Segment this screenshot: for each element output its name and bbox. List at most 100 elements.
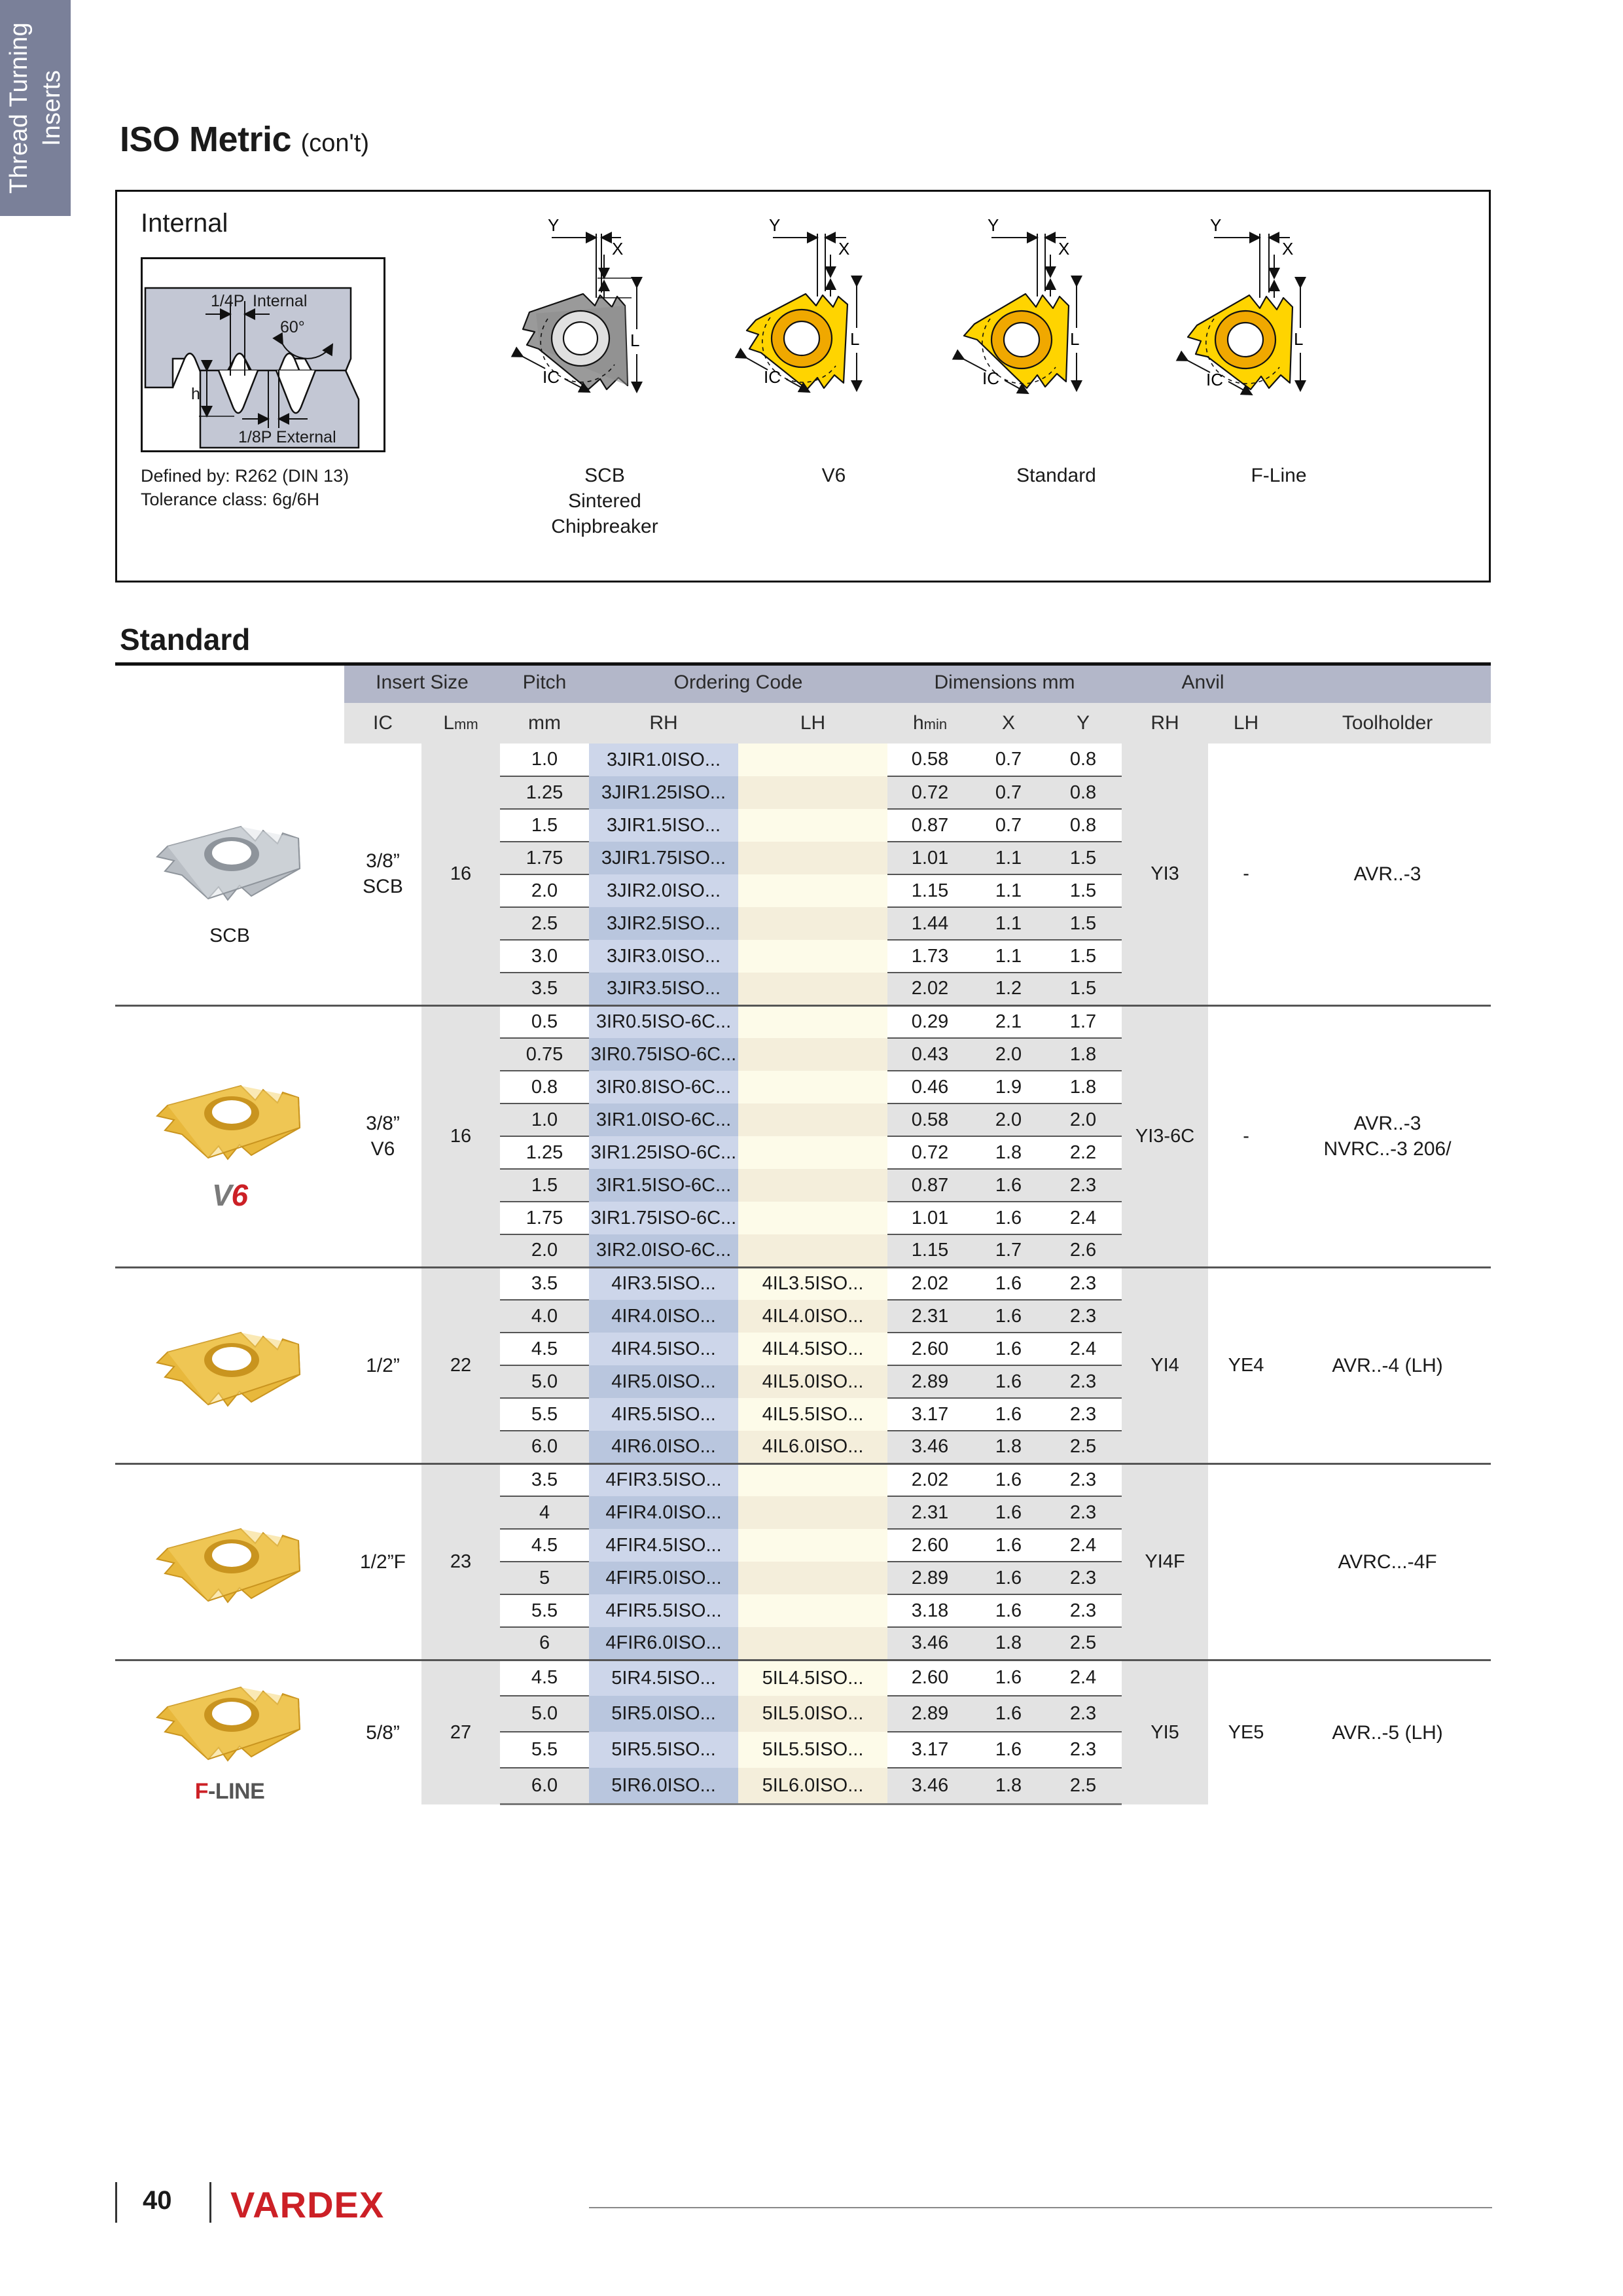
cell-pitch: 3.0 <box>500 940 590 973</box>
cell-pitch: 4.5 <box>500 1529 590 1562</box>
cell-pitch: 1.25 <box>500 776 590 810</box>
table-row: 1/2” 22 3.5 4IR3.5ISO... 4IL3.5ISO... 2.02 1.6… <box>115 1266 1491 1463</box>
cell-anvil-lh <box>1208 1462 1285 1660</box>
cell-ordering-code-rh: 3IR1.0ISO-6C... <box>589 1103 739 1136</box>
table-row: 3.5 3JIR3.5ISO... 2.02 1.2 1.5 <box>115 973 1491 1005</box>
dim-label-l: L <box>1070 329 1079 349</box>
table-row: 5.5 5IR5.5ISO... 5IL5.5ISO... 3.17 1.6 2.3 <box>115 1732 1491 1769</box>
table-row: 1.25 3JIR1.25ISO... 0.72 0.7 0.8 <box>115 776 1491 810</box>
cell-ordering-code-rh: 5IR6.0ISO... <box>589 1768 739 1806</box>
cell-ordering-code-lh: 4IL5.0ISO... <box>738 1365 888 1398</box>
cell-insert-size-ic: 3/8” SCB <box>344 744 421 1005</box>
cell-insert-size-l: 16 <box>421 744 501 1005</box>
cell-ordering-code-rh: 4IR4.0ISO... <box>589 1300 739 1333</box>
cell-ordering-code-lh <box>738 809 888 842</box>
table-row: 0.8 3IR0.8ISO-6C... 0.46 1.9 1.8 <box>115 1071 1491 1104</box>
header-ordering-code: Ordering Code <box>589 662 888 703</box>
cell-dim-x: 1.8 <box>972 1431 1045 1463</box>
cell-dim-x: 1.8 <box>972 1627 1045 1660</box>
cell-dim-y: 2.0 <box>1044 1103 1122 1137</box>
profile-caption-line2: Tolerance class: 6g/6H <box>141 490 320 510</box>
cell-dim-h: 0.46 <box>887 1071 973 1104</box>
cell-dim-h: 1.44 <box>887 907 973 941</box>
cell-ordering-code-rh: 4FIR4.5ISO... <box>589 1529 739 1562</box>
cell-dim-x: 0.7 <box>972 809 1045 842</box>
cell-pitch: 3.5 <box>500 1462 590 1497</box>
cell-dim-y: 2.3 <box>1044 1462 1122 1497</box>
table-row: F-LINE 5/8” 27 4.5 5IR4.5ISO... 5IL4.5ISO...… <box>115 1659 1491 1804</box>
profile-caption: Defined by: R262 (DIN 13) Tolerance clas… <box>141 464 402 511</box>
cell-dim-y: 2.3 <box>1044 1594 1122 1628</box>
cell-pitch: 1.0 <box>500 744 590 777</box>
cell-ordering-code-rh: 3IR0.5ISO-6C... <box>589 1004 739 1038</box>
cell-pitch: 1.5 <box>500 809 590 842</box>
cell-ordering-code-lh: 5IL6.0ISO... <box>738 1768 888 1806</box>
table-row: 1.5 3IR1.5ISO-6C... 0.87 1.6 2.3 <box>115 1169 1491 1202</box>
cell-dim-h: 1.73 <box>887 940 973 973</box>
header-toolholder-group <box>1284 662 1491 703</box>
cell-dim-x: 1.6 <box>972 1365 1045 1399</box>
subheader-x: X <box>972 703 1045 744</box>
cell-pitch: 5.0 <box>500 1696 590 1733</box>
cell-ordering-code-rh: 3IR0.75ISO-6C... <box>589 1038 739 1071</box>
table-top-rule <box>115 662 1491 666</box>
cell-insert-size-l: 23 <box>421 1462 501 1660</box>
subheader-mm: mm <box>500 703 590 744</box>
cell-anvil-lh: - <box>1208 744 1285 1005</box>
cell-ordering-code-lh <box>738 907 888 940</box>
figure-scb: Y X L IC SCB Sintered Chipbreaker <box>497 214 713 539</box>
cell-dim-h: 0.43 <box>887 1038 973 1071</box>
cell-ordering-code-rh: 3JIR1.5ISO... <box>589 809 739 842</box>
cell-dim-h: 2.02 <box>887 1462 973 1497</box>
cell-dim-h: 0.72 <box>887 776 973 810</box>
table-row: 6.0 4IR6.0ISO... 4IL6.0ISO... 3.46 1.8 2.5 <box>115 1431 1491 1463</box>
figure-scb-caption: SCB Sintered Chipbreaker <box>551 465 658 537</box>
cell-ordering-code-rh: 3IR1.25ISO-6C... <box>589 1136 739 1169</box>
cell-dim-x: 1.1 <box>972 842 1045 875</box>
cell-ordering-code-lh <box>738 1627 888 1660</box>
cell-insert-size-l: 22 <box>421 1266 501 1463</box>
figure-scb-art: Y X L IC <box>497 214 713 463</box>
cell-pitch: 3.5 <box>500 973 590 1005</box>
cell-ordering-code-lh <box>738 1462 888 1496</box>
cell-ordering-code-rh: 4FIR5.5ISO... <box>589 1594 739 1627</box>
cell-dim-h: 3.46 <box>887 1431 973 1463</box>
dim-label-y: Y <box>769 215 780 235</box>
figure-fline-caption: F-Line <box>1251 465 1307 486</box>
product-photo <box>115 1503 344 1621</box>
cell-toolholder: AVR..-3 NVRC..-3 206/ <box>1284 1004 1491 1267</box>
cell-anvil-lh: YE5 <box>1208 1659 1285 1804</box>
label-angle: 60° <box>280 318 305 336</box>
cell-toolholder: AVR..-4 (LH) <box>1284 1266 1491 1463</box>
table-row: SCB 3/8” SCB 16 1.0 3JIR1.0ISO... 0.58 0.7 0.8 Y… <box>115 744 1491 1005</box>
cell-ordering-code-rh: 5IR4.5ISO... <box>589 1659 739 1696</box>
cell-dim-y: 2.5 <box>1044 1768 1122 1806</box>
cell-ordering-code-lh: 4IL5.5ISO... <box>738 1398 888 1431</box>
cell-pitch: 0.5 <box>500 1004 590 1039</box>
cell-ordering-code-lh <box>738 842 888 874</box>
standard-insert-icon: Y X L IC <box>952 215 1082 394</box>
cell-dim-h: 3.46 <box>887 1627 973 1660</box>
cell-dim-x: 2.0 <box>972 1103 1045 1137</box>
cell-ordering-code-rh: 3IR1.75ISO-6C... <box>589 1202 739 1234</box>
cell-anvil-lh: YE4 <box>1208 1266 1285 1463</box>
header-spacer <box>115 662 344 703</box>
cell-dim-x: 1.1 <box>972 907 1045 941</box>
cell-ordering-code-rh: 4FIR6.0ISO... <box>589 1627 739 1660</box>
table-row: 4.0 4IR4.0ISO... 4IL4.0ISO... 2.31 1.6 2.3 <box>115 1300 1491 1333</box>
cell-dim-x: 1.6 <box>972 1333 1045 1366</box>
cell-dim-x: 1.8 <box>972 1136 1045 1170</box>
product-image-cell: F-LINE <box>115 1659 344 1804</box>
cell-insert-size-ic: 1/2” <box>344 1266 421 1463</box>
dim-label-l: L <box>1294 329 1303 349</box>
cell-dim-h: 0.29 <box>887 1004 973 1039</box>
cell-dim-x: 1.2 <box>972 973 1045 1005</box>
cell-ordering-code-rh: 3JIR3.0ISO... <box>589 940 739 973</box>
table-row: 1.25 3IR1.25ISO-6C... 0.72 1.8 2.2 <box>115 1136 1491 1170</box>
table-row: 6.0 5IR6.0ISO... 5IL6.0ISO... 3.46 1.8 2.5 <box>115 1768 1491 1806</box>
cell-pitch: 1.75 <box>500 1202 590 1235</box>
cell-dim-h: 0.72 <box>887 1136 973 1170</box>
product-photo: SCB <box>115 800 344 947</box>
cell-dim-y: 0.8 <box>1044 809 1122 842</box>
table-row: 1.5 3JIR1.5ISO... 0.87 0.7 0.8 <box>115 809 1491 842</box>
